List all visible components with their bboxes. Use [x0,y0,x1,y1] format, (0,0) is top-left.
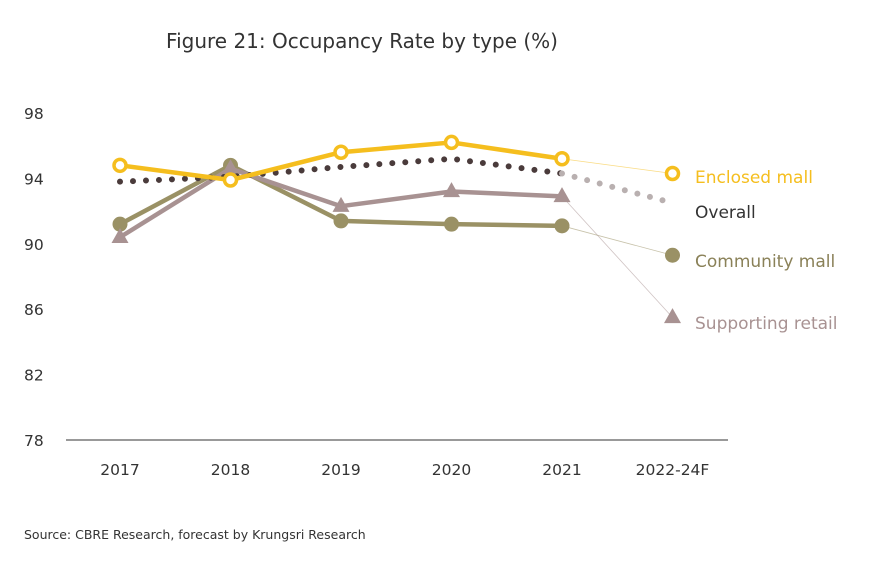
data-point-community-mall [333,213,349,229]
series-forecast-line-overall [559,170,676,206]
x-axis: 2017 2018 2019 2020 2021 2022-24F [66,439,728,479]
legend-label-enclosed-mall: Enclosed mall [695,168,813,188]
data-point-supporting-retail [222,159,239,175]
legend-leader-lines [561,158,673,318]
x-tick-label: 2018 [211,461,250,479]
x-tick-label: 2022-24F [636,461,710,479]
y-tick-label: 78 [24,432,44,450]
data-point-enclosed-mall [333,144,349,160]
series-overall [117,155,676,206]
data-point-community-mall [554,218,570,234]
y-tick-label: 82 [24,367,44,385]
data-point-supporting-retail [664,308,681,324]
series-supporting-retail [111,159,681,324]
legend-label-supporting-retail: Supporting retail [695,314,838,334]
data-point-community-mall [112,216,128,232]
legend-label-overall: Overall [695,203,756,223]
x-tick-label: 2020 [432,461,471,479]
y-tick-label: 86 [24,301,44,319]
y-tick-label: 94 [24,170,44,188]
data-point-community-mall [444,216,459,232]
data-point-enclosed-mall [664,165,681,182]
legend: Community mall Supporting retail Overall En… [695,168,838,334]
series-layer [111,134,681,324]
chart-source: Source: CBRE Research, forecast by Krung… [24,527,366,542]
series-line-overall [117,155,565,185]
data-point-enclosed-mall [554,151,570,167]
data-point-enclosed-mall [112,157,128,174]
x-tick-label: 2021 [542,461,581,479]
y-tick-label: 98 [24,105,44,123]
data-point-supporting-retail [332,196,350,212]
data-point-supporting-retail [111,227,129,243]
series-enclosed-mall [112,134,681,188]
y-tick-label: 90 [24,236,44,254]
data-point-enclosed-mall [443,134,460,151]
forecast-leader-enclosed-mall [561,158,673,174]
data-point-supporting-retail [553,187,571,203]
x-tick-label: 2017 [100,461,139,479]
y-axis: 78 82 86 90 94 98 [24,105,44,450]
data-point-enclosed-mall [222,172,239,188]
chart-title: Figure 21: Occupancy Rate by type (%) [166,29,558,53]
forecast-leader-community-mall [561,225,673,256]
data-point-supporting-retail [443,182,460,198]
data-point-community-mall [665,247,680,263]
legend-label-community-mall: Community mall [695,252,835,272]
x-tick-label: 2019 [321,461,360,479]
forecast-leader-supporting-retail [561,196,673,318]
